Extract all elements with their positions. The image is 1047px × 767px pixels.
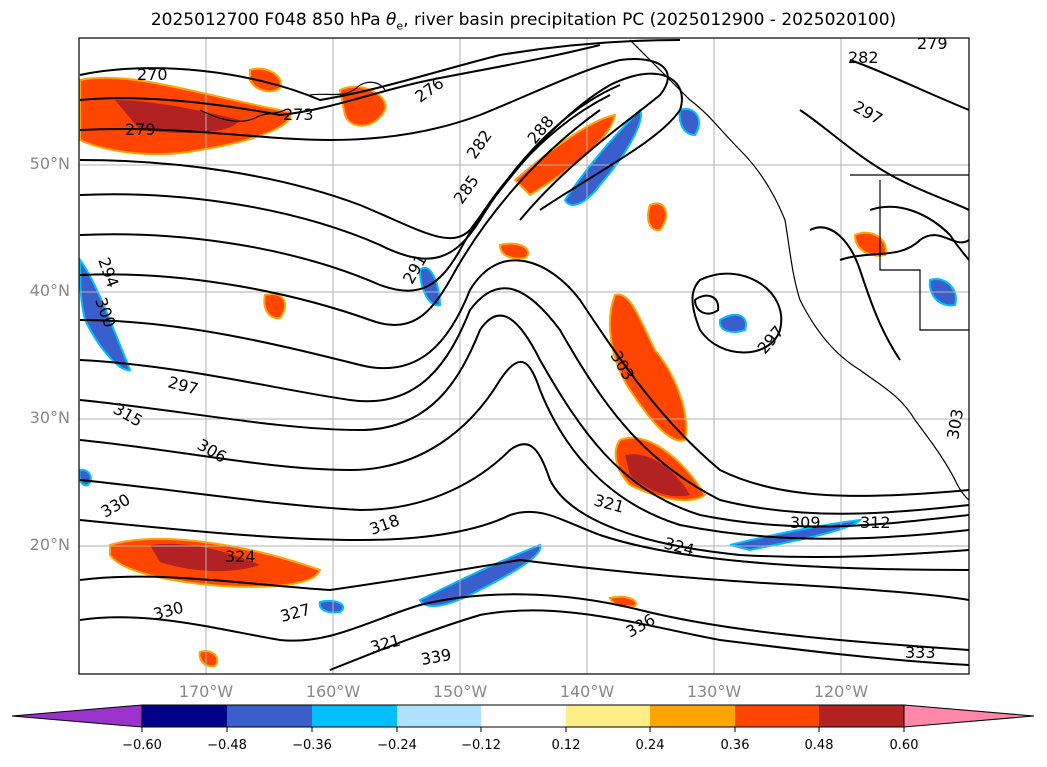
contour-label: 285 bbox=[450, 171, 483, 207]
contour-label: 339 bbox=[419, 645, 452, 669]
contour-label: 321 bbox=[592, 491, 626, 517]
contour-label: 282 bbox=[463, 126, 496, 162]
contour-label: 270 bbox=[137, 65, 168, 84]
colorbar bbox=[11, 704, 1035, 732]
contour-label: 297 bbox=[850, 97, 886, 129]
contour-label: 294 bbox=[94, 255, 122, 290]
contour-label: 279 bbox=[917, 34, 948, 53]
contour-label: 282 bbox=[848, 48, 879, 67]
colorbar-segment bbox=[566, 705, 650, 727]
colorbar-segment bbox=[142, 705, 227, 727]
colorbar-tick-label: −0.24 bbox=[377, 738, 417, 753]
colorbar-low-extend bbox=[11, 704, 143, 728]
lon-label: 150°W bbox=[432, 682, 488, 701]
colorbar-segment bbox=[481, 705, 566, 727]
colorbar-segment bbox=[397, 705, 481, 727]
map-frame bbox=[78, 37, 970, 675]
colorbar-tick-label: −0.36 bbox=[292, 738, 332, 753]
theta-e-contours bbox=[79, 39, 969, 671]
colorbar-tick-label: 0.48 bbox=[804, 738, 834, 753]
lat-label: 20°N bbox=[29, 535, 70, 554]
contour-label: 324 bbox=[662, 534, 696, 560]
colorbar-tick-label: −0.12 bbox=[461, 738, 501, 753]
colorbar-segment bbox=[819, 705, 904, 727]
colorbar-tick-label: 0.36 bbox=[720, 738, 750, 753]
colorbar-tick-label: 0.24 bbox=[635, 738, 665, 753]
colorbar-tick-label: 0.60 bbox=[889, 738, 919, 753]
colorbar-segment bbox=[650, 705, 735, 727]
lon-label: 170°W bbox=[178, 682, 234, 701]
contour-label: 330 bbox=[151, 598, 185, 624]
lat-label: 50°N bbox=[29, 154, 70, 173]
map-content: 270 276 273 279 282 282 285 288 291 294 … bbox=[79, 34, 969, 674]
lon-label: 140°W bbox=[559, 682, 615, 701]
colorbar-tick-label: −0.60 bbox=[122, 738, 162, 753]
contour-label: 273 bbox=[283, 105, 314, 124]
contour-label: 330 bbox=[98, 490, 134, 522]
contour-label: 306 bbox=[194, 435, 230, 467]
map-title: 2025012700 F048 850 hPa θe, river basin … bbox=[150, 10, 897, 33]
contour-label: 321 bbox=[368, 631, 402, 657]
contour-label: 297 bbox=[166, 373, 200, 399]
contour-label: 297 bbox=[754, 322, 788, 358]
lat-label: 40°N bbox=[29, 281, 70, 300]
contour-label: 303 bbox=[943, 407, 967, 440]
colorbar-frame bbox=[141, 704, 905, 728]
lon-label: 160°W bbox=[305, 682, 361, 701]
colorbar-tick-label: 0.12 bbox=[551, 738, 581, 753]
contour-label: 288 bbox=[524, 112, 558, 148]
contour-label: 336 bbox=[623, 610, 659, 642]
colorbar-segment bbox=[227, 705, 312, 727]
contour-label: 333 bbox=[905, 643, 936, 662]
lon-label: 130°W bbox=[686, 682, 742, 701]
lon-label: 120°W bbox=[813, 682, 869, 701]
colorbar-high-extend bbox=[903, 704, 1035, 728]
contour-label: 318 bbox=[367, 510, 402, 538]
contour-label: 324 bbox=[225, 547, 256, 566]
contour-label: 279 bbox=[125, 120, 156, 139]
colorbar-segment bbox=[735, 705, 819, 727]
colorbar-tick-label: −0.48 bbox=[207, 738, 247, 753]
coastline bbox=[199, 39, 969, 501]
contour-label: 312 bbox=[860, 513, 891, 532]
lat-label: 30°N bbox=[29, 408, 70, 427]
colorbar-segment bbox=[312, 705, 397, 727]
contour-label: 327 bbox=[278, 600, 312, 626]
contour-label: 309 bbox=[790, 513, 821, 532]
